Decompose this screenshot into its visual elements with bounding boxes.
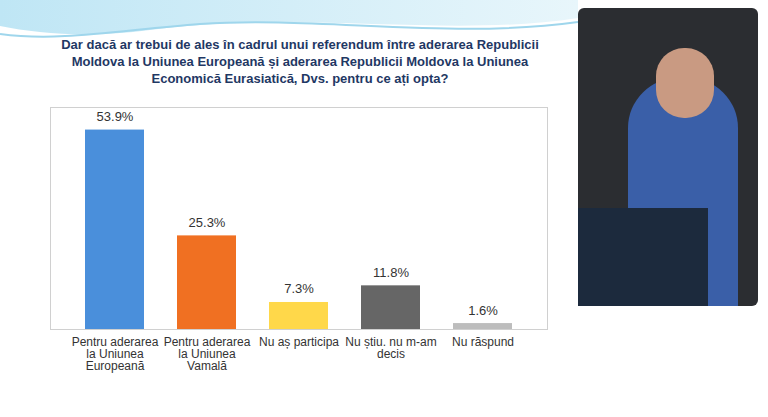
svg-text:Nu răspund: Nu răspund — [452, 335, 514, 349]
svg-text:25.3%: 25.3% — [189, 215, 226, 230]
svg-text:Pentru aderareala UniuneaVamal: Pentru aderareala UniuneaVamală — [164, 335, 251, 373]
svg-text:1.6%: 1.6% — [468, 303, 498, 318]
svg-text:53.9%: 53.9% — [97, 109, 134, 124]
svg-text:7.3%: 7.3% — [284, 281, 314, 296]
svg-text:Pentru aderareala UniuneaEurop: Pentru aderareala UniuneaEuropeană — [72, 335, 159, 373]
svg-text:Nu aș participa: Nu aș participa — [259, 335, 339, 349]
html-text:Dar dacă ar trebui de ales în: Dar dacă ar trebui de ales în cadrul unu… — [61, 37, 539, 86]
svg-text:Nu știu. nu m-amdecis: Nu știu. nu m-amdecis — [345, 335, 436, 361]
svg-text:11.8%: 11.8% — [373, 265, 409, 280]
